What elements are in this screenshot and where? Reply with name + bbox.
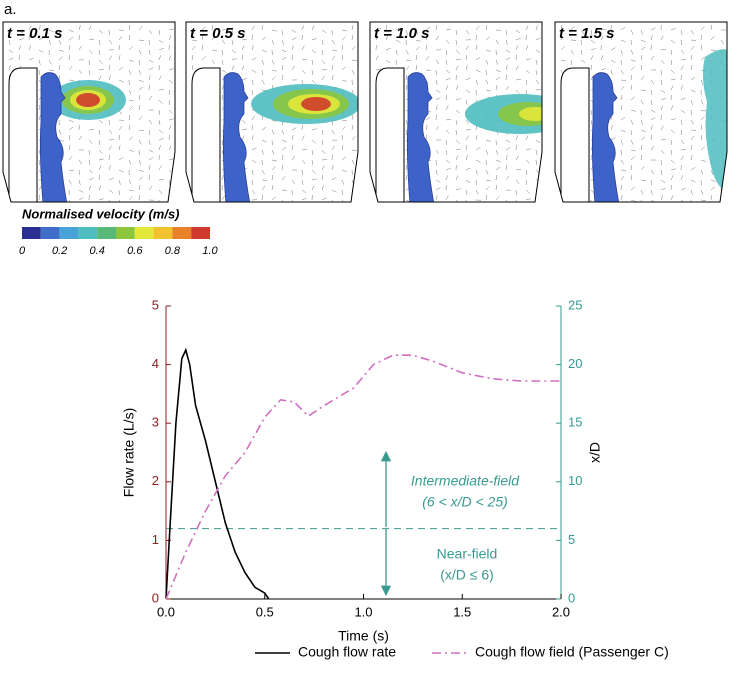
x-tick-label: 1.5 xyxy=(453,604,471,619)
colorbar-swatch xyxy=(154,227,173,239)
panel-label: t = 1.0 s xyxy=(374,25,429,42)
y-tick-label: 0 xyxy=(152,590,159,605)
legend-label: Cough flow rate xyxy=(298,644,396,660)
colorbar-swatch xyxy=(97,227,116,239)
figure-label: a. xyxy=(4,1,17,18)
panel: t = 0.5 s xyxy=(186,22,361,205)
mannequin xyxy=(223,73,250,204)
colorbar-tick-label: 0.8 xyxy=(165,245,181,257)
colorbar-tick-label: 0 xyxy=(19,245,26,257)
colorbar-tick-label: 0.2 xyxy=(52,245,67,257)
y-axis-label: Flow rate (L/s) xyxy=(121,408,137,497)
panel: t = 1.0 s xyxy=(370,22,575,205)
plume xyxy=(301,97,331,111)
y-tick-label: 4 xyxy=(152,356,159,371)
colorbar-swatch xyxy=(41,227,60,239)
mannequin xyxy=(407,73,434,204)
colorbar-tick-label: 0.6 xyxy=(127,245,143,257)
colorbar-swatch xyxy=(22,227,41,239)
y2-tick-label: 5 xyxy=(568,532,575,547)
x-tick-label: 1.0 xyxy=(354,604,372,619)
annotation: (x/D ≤ 6) xyxy=(440,567,494,583)
seat xyxy=(561,68,589,204)
colorbar: 0 0.2 0.4 0.6 0.8 1.0 xyxy=(19,227,219,257)
y-tick-label: 3 xyxy=(152,415,159,430)
y2-axis-label: x/D xyxy=(587,442,603,463)
plume xyxy=(519,107,551,121)
y2-tick-label: 0 xyxy=(568,590,575,605)
seat xyxy=(9,68,37,204)
colorbar-swatch xyxy=(60,227,79,239)
y2-tick-label: 10 xyxy=(568,473,582,488)
x-tick-label: 2.0 xyxy=(552,604,570,619)
panels: t = 0.1 s t = 0.5 s t = 1.0 s t = 1.5 s xyxy=(3,22,727,205)
seat xyxy=(376,68,404,204)
y2-tick-label: 15 xyxy=(568,415,582,430)
plume xyxy=(703,49,727,192)
y2-tick-label: 20 xyxy=(568,356,582,371)
y-tick-label: 2 xyxy=(152,473,159,488)
panel-label: t = 0.1 s xyxy=(7,25,62,42)
colorbar-tick-label: 1.0 xyxy=(202,245,218,257)
annotation: Near-field xyxy=(437,546,498,562)
colorbar-swatch xyxy=(116,227,135,239)
colorbar-swatch xyxy=(191,227,210,239)
panel: t = 1.5 s xyxy=(555,22,727,205)
colorbar-swatch xyxy=(172,227,191,239)
plume xyxy=(76,93,100,107)
legend-label: Cough flow field (Passenger C) xyxy=(475,644,669,660)
seat xyxy=(192,68,220,204)
x-axis-label: Time (s) xyxy=(338,628,389,644)
x-tick-label: 0.0 xyxy=(157,604,175,619)
y-tick-label: 1 xyxy=(152,532,159,547)
colorbar-title: Normalised velocity (m/s) xyxy=(22,206,180,221)
colorbar-swatch xyxy=(135,227,154,239)
panel-label: t = 0.5 s xyxy=(190,25,245,42)
y2-tick-label: 25 xyxy=(568,297,582,312)
panel: t = 0.1 s xyxy=(3,22,175,205)
annotation: Intermediate-field xyxy=(411,473,520,489)
colorbar-tick-label: 0.4 xyxy=(90,245,105,257)
annotation: (6 < x/D < 25) xyxy=(422,494,508,510)
y-tick-label: 5 xyxy=(152,297,159,312)
panel-label: t = 1.5 s xyxy=(559,25,614,42)
x-tick-label: 0.5 xyxy=(256,604,274,619)
colorbar-swatch xyxy=(78,227,97,239)
